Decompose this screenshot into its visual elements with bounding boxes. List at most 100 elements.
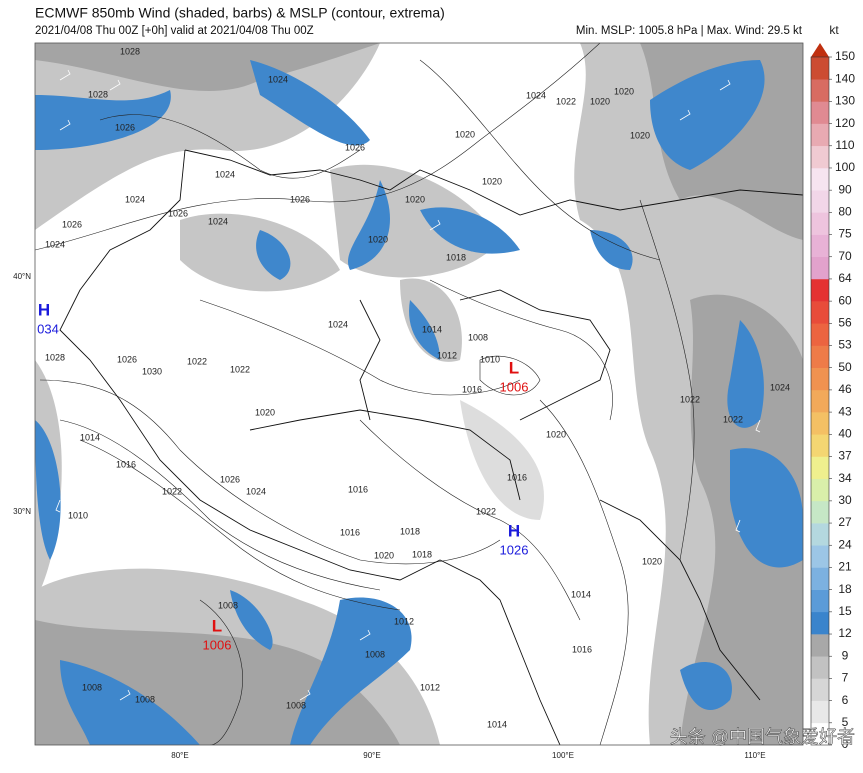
contour-label: 1010 <box>480 354 500 364</box>
colorbar-band <box>811 278 829 302</box>
contour-label: 1012 <box>394 616 414 626</box>
contour-label: 1022 <box>476 506 496 516</box>
title: ECMWF 850mb Wind (shaded, barbs) & MSLP … <box>35 5 445 21</box>
contour-label: 1014 <box>571 589 591 599</box>
colorbar-frame <box>810 56 830 746</box>
colorbar-tick-label: 40 <box>838 426 852 440</box>
colorbar-band <box>811 656 829 679</box>
colorbar-band <box>811 412 829 435</box>
contour-label: 1022 <box>230 364 250 374</box>
stats: Min. MSLP: 1005.8 hPa | Max. Wind: 29.5 … <box>576 25 803 37</box>
contour-label: 1020 <box>482 176 502 186</box>
contour-label: 1020 <box>546 429 566 439</box>
colorbar-tick-label: 50 <box>838 360 852 374</box>
contour-label: 1022 <box>162 486 182 496</box>
subtitle: 2021/04/08 Thu 00Z [+0h] valid at 2021/0… <box>35 25 314 37</box>
colorbar-band <box>811 478 829 502</box>
contour-label: 1028 <box>45 352 65 362</box>
colorbar-band <box>811 57 829 80</box>
colorbar-tick-label: 110 <box>835 138 854 152</box>
colorbar-tick-label: 37 <box>838 449 852 463</box>
colorbar-band <box>811 545 829 568</box>
colorbar-band <box>811 345 829 369</box>
contour-label: 1024 <box>215 169 235 179</box>
colorbar-tick-label: 56 <box>838 315 852 329</box>
colorbar-tick-label: 24 <box>838 537 852 551</box>
colorbar-tick-label: 140 <box>835 71 855 85</box>
colorbar-band <box>811 434 829 457</box>
contour-label: 1024 <box>268 74 288 84</box>
colorbar-band <box>811 722 829 746</box>
colorbar-band <box>811 678 829 701</box>
contour-label: 1020 <box>614 86 634 96</box>
colorbar-tick-label: 7 <box>842 671 849 685</box>
contour-label: 1026 <box>220 474 240 484</box>
lat-label: 40°N <box>13 272 31 281</box>
contour-label: 1008 <box>218 600 238 610</box>
colorbar-tick-label: 120 <box>835 116 855 130</box>
contour-label: 1024 <box>125 194 145 204</box>
contour-label: 1026 <box>345 142 365 152</box>
colorbar-band <box>811 256 829 280</box>
colorbar-band <box>811 323 829 346</box>
contour-label: 1020 <box>590 96 610 106</box>
center-value: 1006 <box>500 379 529 394</box>
colorbar-band <box>811 700 829 724</box>
contour-label: 1030 <box>142 366 162 376</box>
contour-label: 1024 <box>328 319 348 329</box>
borders <box>59 149 803 745</box>
watermark: 头条 @中国气象爱好者 <box>670 727 855 747</box>
colorbar-tick-label: 70 <box>838 249 852 263</box>
colorbar-band <box>811 500 829 524</box>
colorbar-band <box>811 167 829 191</box>
colorbar-band <box>811 456 829 479</box>
contour-label: 1020 <box>368 234 388 244</box>
colorbar-band <box>811 79 829 102</box>
colorbar-tick-label: 30 <box>838 493 852 507</box>
pressure-centers: H 034 L 1006 H 1026 L 1006 <box>37 300 528 652</box>
colorbar-band <box>811 234 829 258</box>
colorbar-tick-label: 0 <box>842 737 849 751</box>
contour-label: 1022 <box>723 414 743 424</box>
contour-label: 1020 <box>374 550 394 560</box>
colorbar-band <box>811 389 829 413</box>
center-letter: L <box>212 616 222 635</box>
contour-label: 1018 <box>446 252 466 262</box>
contour-label: 1022 <box>187 356 207 366</box>
colorbar-tick-label: 100 <box>835 160 855 174</box>
contour-label: 1016 <box>507 472 527 482</box>
colorbar-tick-label: 60 <box>838 293 852 307</box>
colorbar-band <box>811 123 829 147</box>
colorbar-tick-label: 64 <box>838 271 852 285</box>
colorbar-tick-label: 6 <box>842 693 849 707</box>
contour-label: 1026 <box>115 122 135 132</box>
contour-label: 1008 <box>365 649 385 659</box>
contour-label: 1022 <box>680 394 700 404</box>
contour-label: 1012 <box>420 682 440 692</box>
contour-label: 1008 <box>286 700 306 710</box>
colorbar-tick-label: 43 <box>838 404 852 418</box>
colorbar-band <box>811 190 829 213</box>
wind-barbs <box>55 69 761 701</box>
contour-label: 1016 <box>572 644 592 654</box>
lon-label: 110°E <box>744 751 765 760</box>
contour-label: 1014 <box>80 432 100 442</box>
colorbar-band <box>811 611 829 635</box>
colorbar-tick-label: 21 <box>838 560 852 574</box>
colorbar-tick-label: 53 <box>838 338 852 352</box>
map-frame <box>34 42 804 746</box>
colorbar-tick-label: 9 <box>842 648 849 662</box>
contour-label: 1018 <box>412 549 432 559</box>
colorbar: 0567912151821242730343740434650535660647… <box>810 43 855 751</box>
colorbar-band <box>811 634 829 657</box>
contour-label: 1020 <box>630 130 650 140</box>
colorbar-extend <box>811 43 829 57</box>
contour-labels: 1028 1028 1024 1026 1026 1024 1024 1026 … <box>45 46 790 729</box>
colorbar-tick-label: 18 <box>838 582 852 596</box>
colorbar-tick-label: 27 <box>838 515 852 529</box>
colorbar-tick-label: 150 <box>835 49 855 63</box>
contour-label: 1018 <box>400 526 420 536</box>
colorbar-band <box>811 301 829 324</box>
center-letter: H <box>508 521 520 540</box>
colorbar-tick-label: 12 <box>838 626 852 640</box>
